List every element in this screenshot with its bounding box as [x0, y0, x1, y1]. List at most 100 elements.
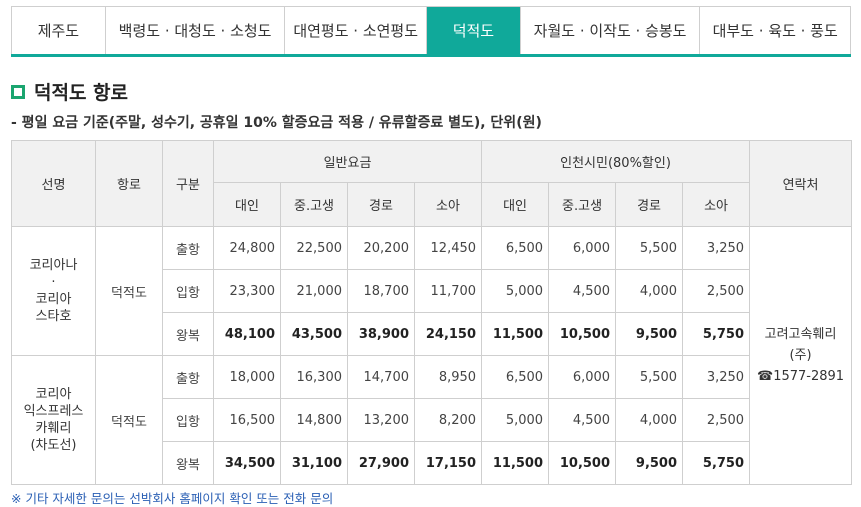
fare-cell: 38,900 [347, 312, 415, 356]
route-cell: 덕적도 [95, 226, 163, 356]
header-contact: 연락처 [749, 140, 853, 227]
fare-cell: 2,500 [682, 269, 751, 313]
type-cell: 왕복 [162, 312, 214, 356]
table-row: 코리아 익스프레스 카훼리 (차도선) 덕적도 출항 18,000 16,300… [11, 355, 852, 485]
header-student: 중.고생 [280, 182, 348, 227]
fare-cell: 10,500 [548, 441, 617, 485]
fare-cell: 12,450 [413, 226, 483, 270]
square-bullet-icon [11, 84, 25, 99]
fare-cell: 16,300 [280, 355, 348, 399]
table-row: 왕복 48,100 43,500 38,900 24,150 11,500 10… [12, 312, 852, 356]
type-cell: 입항 [162, 269, 214, 313]
tab-deokjeokdo[interactable]: 덕적도 [427, 7, 521, 54]
fare-cell: 8,950 [413, 355, 483, 399]
header-child: 소아 [413, 182, 483, 227]
fare-cell: 5,500 [615, 226, 684, 270]
contact-company: 고려고속훼리 [764, 327, 837, 342]
fare-cell: 10,500 [548, 312, 617, 356]
fare-cell: 31,100 [280, 441, 348, 485]
contact-phone: ☎1577-2891 [757, 369, 845, 384]
fare-cell: 20,200 [347, 226, 415, 270]
header-senior: 경로 [615, 182, 684, 227]
header-adult: 대인 [481, 182, 550, 227]
ship-name-line: 카훼리 [35, 421, 72, 436]
header-incheon-citizen-fare: 인천시민(80%할인) [481, 140, 751, 183]
inquiry-footnote: ※ 기타 자세한 문의는 선박회사 홈페이지 확인 또는 전화 문의 [11, 491, 334, 506]
section-heading: 덕적도 항로 [11, 78, 128, 105]
fare-cell: 11,700 [413, 269, 483, 313]
header-adult: 대인 [213, 182, 281, 227]
fare-cell: 48,100 [213, 312, 281, 356]
fare-cell: 3,250 [682, 226, 751, 270]
fare-cell: 24,150 [413, 312, 483, 356]
contact-cell: 고려고속훼리 (주) ☎1577-2891 [749, 226, 853, 485]
island-tab-bar: 제주도 백령도 · 대청도 · 소청도 대연평도 · 소연평도 덕적도 자월도 … [11, 6, 851, 57]
fare-cell: 11,500 [481, 312, 550, 356]
fare-cell: 22,500 [280, 226, 348, 270]
fare-cell: 14,700 [347, 355, 415, 399]
header-type: 구분 [162, 140, 214, 227]
header-student: 중.고생 [548, 182, 617, 227]
tab-daeyeonpyeongdo[interactable]: 대연평도 · 소연평도 [285, 7, 428, 54]
tab-baengnyeongdo[interactable]: 백령도 · 대청도 · 소청도 [105, 7, 286, 54]
header-general-fare: 일반요금 [212, 140, 483, 183]
ship-name-line: 스타호 [35, 309, 72, 324]
tab-jawoldo[interactable]: 자월도 · 이작도 · 승봉도 [520, 7, 701, 54]
fare-cell: 5,750 [682, 441, 751, 485]
fare-cell: 6,500 [481, 226, 550, 270]
fare-cell: 13,200 [347, 398, 415, 442]
ship-name-line: 코리아나 [29, 258, 78, 273]
fare-cell: 2,500 [682, 398, 751, 442]
table-row: 왕복 34,500 31,100 27,900 17,150 11,500 10… [12, 441, 852, 485]
contact-company-suffix: (주) [789, 348, 812, 363]
route-cell: 덕적도 [95, 355, 163, 485]
ship-name-line: 코리아 [35, 387, 72, 402]
header-child: 소아 [682, 182, 751, 227]
ship-name-line: 익스프레스 [23, 404, 84, 419]
fare-cell: 6,000 [548, 355, 617, 399]
header-route: 항로 [95, 140, 163, 227]
table-row: 입항 16,500 14,800 13,200 8,200 5,000 4,50… [12, 398, 852, 442]
fare-cell: 8,200 [413, 398, 483, 442]
fare-cell: 4,500 [548, 269, 617, 313]
fare-cell: 34,500 [213, 441, 281, 485]
type-cell: 왕복 [162, 441, 214, 485]
fare-cell: 14,800 [280, 398, 348, 442]
fare-cell: 18,000 [213, 355, 281, 399]
type-cell: 출항 [162, 226, 214, 270]
fare-cell: 6,000 [548, 226, 617, 270]
fare-cell: 16,500 [213, 398, 281, 442]
fare-cell: 5,000 [481, 269, 550, 313]
ship-name-line: · [51, 275, 56, 290]
fare-cell: 4,000 [615, 269, 684, 313]
ship-name-line: 코리아 [35, 292, 72, 307]
fare-basis-note: - 평일 요금 기준(주말, 성수기, 공휴일 10% 할증요금 적용 / 유류… [11, 115, 542, 131]
fare-cell: 5,000 [481, 398, 550, 442]
fare-cell: 24,800 [213, 226, 281, 270]
ship-name-cell: 코리아나 · 코리아 스타호 [11, 226, 96, 356]
fare-cell: 17,150 [413, 441, 483, 485]
tab-daebudo[interactable]: 대부도 · 육도 · 풍도 [700, 7, 851, 54]
table-row: 코리아나 · 코리아 스타호 덕적도 출항 24,800 22,500 20,2… [11, 226, 853, 485]
type-cell: 출항 [162, 355, 214, 399]
fare-cell: 43,500 [280, 312, 348, 356]
fare-cell: 5,750 [682, 312, 751, 356]
table-row: 입항 23,300 21,000 18,700 11,700 5,000 4,5… [12, 269, 852, 313]
fare-cell: 6,500 [481, 355, 550, 399]
fare-cell: 27,900 [347, 441, 415, 485]
fare-cell: 23,300 [213, 269, 281, 313]
header-senior: 경로 [347, 182, 415, 227]
fare-cell: 11,500 [481, 441, 550, 485]
fare-table: 선명 항로 구분 일반요금 인천시민(80%할인) 연락처 대인 중.고생 경로… [11, 140, 853, 485]
ship-name-line: (차도선) [30, 438, 77, 453]
type-cell: 입항 [162, 398, 214, 442]
fare-cell: 4,500 [548, 398, 617, 442]
tab-jejudo[interactable]: 제주도 [12, 7, 106, 54]
page-title: 덕적도 항로 [34, 82, 129, 104]
fare-cell: 3,250 [682, 355, 751, 399]
ship-name-cell: 코리아 익스프레스 카훼리 (차도선) [11, 355, 96, 485]
fare-cell: 9,500 [615, 441, 684, 485]
header-line: 선명 [11, 140, 96, 227]
fare-cell: 4,000 [615, 398, 684, 442]
fare-cell: 5,500 [615, 355, 684, 399]
